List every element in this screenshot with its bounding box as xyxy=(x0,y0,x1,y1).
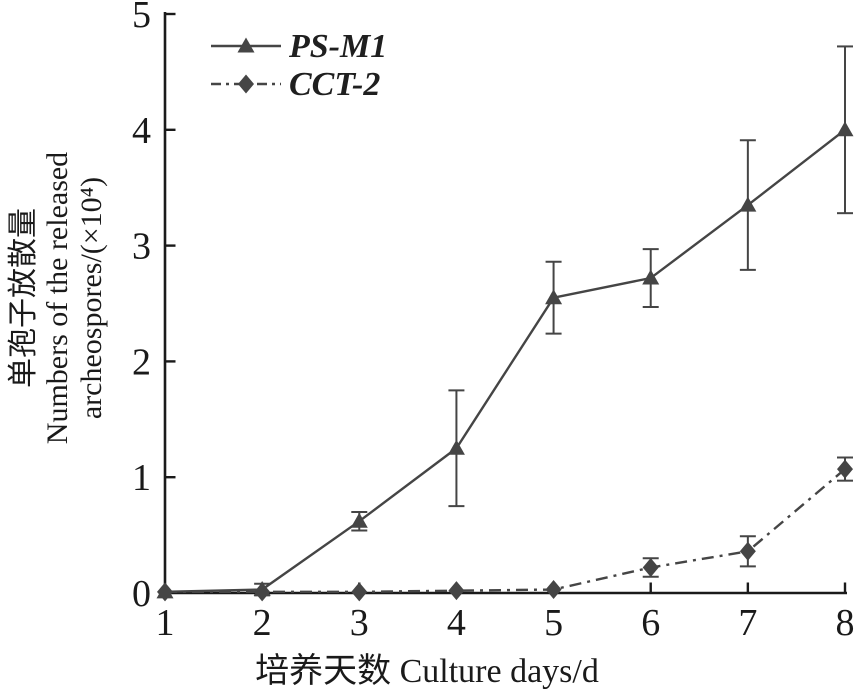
data-point-marker xyxy=(254,582,271,602)
legend-item-ps-m1: PS-M1 xyxy=(211,28,387,65)
y-axis-title: 单孢子放散量 Numbers of the released archeospo… xyxy=(7,152,109,444)
x-tick-label: 6 xyxy=(641,602,660,644)
data-point-marker xyxy=(157,582,173,602)
x-tick-label: 4 xyxy=(447,602,466,644)
x-tick-label: 2 xyxy=(253,602,272,644)
data-point-marker xyxy=(350,512,368,528)
legend-marker xyxy=(238,74,254,94)
x-tick-label: 7 xyxy=(738,602,757,644)
legend-label: PS-M1 xyxy=(288,28,387,65)
y-axis-title-line-en1: Numbers of the released xyxy=(41,151,74,445)
data-point-marker xyxy=(642,558,659,578)
y-tick-label: 3 xyxy=(132,226,151,268)
y-tick-label: 4 xyxy=(132,110,151,152)
y-tick-label: 5 xyxy=(132,0,151,36)
x-tick-label: 8 xyxy=(836,602,854,644)
data-point-marker xyxy=(837,459,853,479)
data-point-marker xyxy=(739,196,757,212)
series-line-cct-2 xyxy=(165,468,846,594)
y-tick-label: 1 xyxy=(132,457,151,499)
legend-marker xyxy=(237,37,255,53)
series-ps-m1 xyxy=(156,45,854,599)
data-point-marker xyxy=(545,580,562,600)
data-point-marker xyxy=(642,269,660,285)
x-tick-label: 5 xyxy=(544,602,563,644)
x-axis-title: 培养天数 Culture days/d xyxy=(255,653,599,689)
y-axis-title-line-cn: 单孢子放散量 xyxy=(7,208,40,389)
data-point-marker xyxy=(739,541,756,561)
y-tick-label: 2 xyxy=(132,341,151,383)
series-cct-2 xyxy=(157,456,853,602)
x-tick-label: 1 xyxy=(156,602,175,644)
x-tick-label: 3 xyxy=(350,602,369,644)
series-line-ps-m1 xyxy=(164,128,846,594)
data-point-marker xyxy=(545,289,563,305)
legend-label: CCT-2 xyxy=(289,66,380,103)
data-point-marker xyxy=(836,121,854,137)
y-axis-title-line-en2: archeospores/(×10⁴) xyxy=(75,176,108,420)
y-tick-label: 0 xyxy=(132,573,151,615)
data-point-marker xyxy=(447,439,465,455)
legend-item-cct-2: CCT-2 xyxy=(211,66,380,103)
data-point-marker xyxy=(351,582,368,602)
data-point-marker xyxy=(448,581,465,601)
